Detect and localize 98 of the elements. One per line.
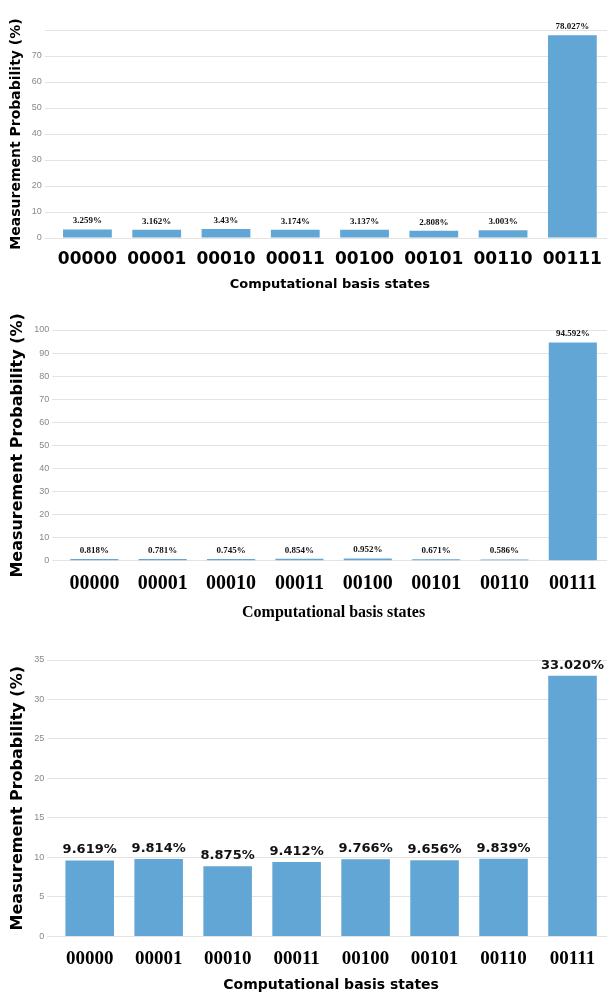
y-tick-label: 100 [34,324,50,335]
x-axis-title: Computational basis states [229,275,431,291]
y-tick-label: 35 [34,654,45,665]
y-tick-label: 0 [44,555,50,566]
text: 9.839% [476,839,531,855]
bar [272,862,321,936]
text: 3.259% [72,215,103,226]
y-tick-label: 30 [34,693,45,704]
y-tick-label: 25 [34,733,45,744]
x-tick-label: 00110 [480,570,529,593]
y-tick-label: 30 [39,486,50,497]
y-tick-label: 80 [39,370,50,381]
text: 2.808% [419,216,449,227]
bar [340,229,389,238]
y-tick-label: 0 [36,232,42,243]
text: 3.137% [349,215,380,226]
y-tick-label: 40 [31,128,42,139]
bar [547,35,597,238]
text: 3.174% [280,215,310,226]
y-tick-label: 0 [39,930,45,941]
x-tick-label: 00101 [404,247,464,268]
bar [201,229,251,238]
x-tick-label: 00100 [342,570,393,593]
text: 78.027% [555,20,590,31]
x-tick-label: 00101 [410,946,459,968]
text: 9.814% [131,839,186,855]
y-tick-label: 60 [31,76,42,87]
bar [409,230,459,238]
y-tick-label: 10 [34,851,45,862]
x-tick-label: 00000 [57,247,118,268]
text: 0.745% [216,544,246,555]
text: 0.818% [79,544,110,555]
x-tick-label: 00001 [134,946,183,968]
y-tick-label: 5 [39,891,45,902]
bar [65,860,114,936]
text: 3.003% [488,216,518,227]
x-tick-label: 00011 [274,570,324,593]
text: 33.020% [540,656,605,672]
y-axis-title: Measurement Probability (%) [7,18,24,250]
text: 94.592% [555,328,590,339]
y-tick-label: 20 [34,772,45,783]
text: 0.781% [148,544,178,555]
x-tick-label: 00100 [334,247,395,268]
x-tick-label: 00110 [473,247,533,268]
bar [134,858,183,936]
bar [479,858,528,936]
x-tick-label: 00100 [341,946,390,968]
y-tick-label: 15 [34,812,45,823]
y-tick-label: 70 [39,393,50,404]
x-tick-label: 00001 [127,247,187,268]
bar [203,866,252,936]
y-tick-label: 30 [31,154,42,165]
text: 3.43% [213,214,239,225]
bar [548,342,597,561]
x-tick-label: 00011 [265,247,325,268]
bar [548,675,597,936]
x-tick-label: 00010 [203,946,252,968]
bar [410,860,459,936]
y-tick-label: 10 [31,206,42,217]
x-tick-label: 00111 [549,946,596,968]
text: 3.162% [142,215,172,226]
text: 9.619% [62,841,117,857]
x-tick-label: 00111 [542,247,602,268]
y-tick-label: 50 [31,102,42,113]
y-tick-label: 70 [31,50,42,61]
bar [341,859,390,936]
text: 9.766% [338,840,393,856]
x-tick-label: 00000 [69,570,120,593]
text: 0.586% [489,545,520,556]
text: 0.671% [421,545,451,556]
x-axis-title: Computational basis states [242,602,426,621]
bar [63,229,112,238]
y-axis-title: Measurement Probability (%) [6,313,26,578]
text: 9.656% [407,841,462,857]
y-tick-label: 20 [39,509,50,520]
x-tick-label: 00010 [196,247,256,268]
y-tick-label: 40 [39,462,50,473]
y-tick-label: 90 [39,347,50,358]
x-tick-label: 00110 [480,946,527,968]
bar [478,230,528,238]
x-tick-label: 00001 [137,570,188,593]
text: 0.952% [353,544,383,555]
bar [132,229,182,238]
x-axis-title: Computational basis states [223,976,439,993]
text: 9.412% [269,842,324,858]
x-tick-label: 00000 [65,946,114,968]
x-tick-label: 00010 [206,570,257,593]
y-tick-label: 20 [31,180,42,191]
text: 0.854% [284,544,315,555]
y-tick-label: 60 [39,416,50,427]
y-tick-label: 10 [39,532,50,543]
bar [270,229,320,238]
x-tick-label: 00011 [273,946,320,968]
x-tick-label: 00111 [548,570,597,593]
y-tick-label: 50 [39,439,50,450]
x-tick-label: 00101 [411,570,462,593]
y-axis-title: Measurement Probability (%) [6,665,26,931]
text: 8.875% [200,847,255,863]
